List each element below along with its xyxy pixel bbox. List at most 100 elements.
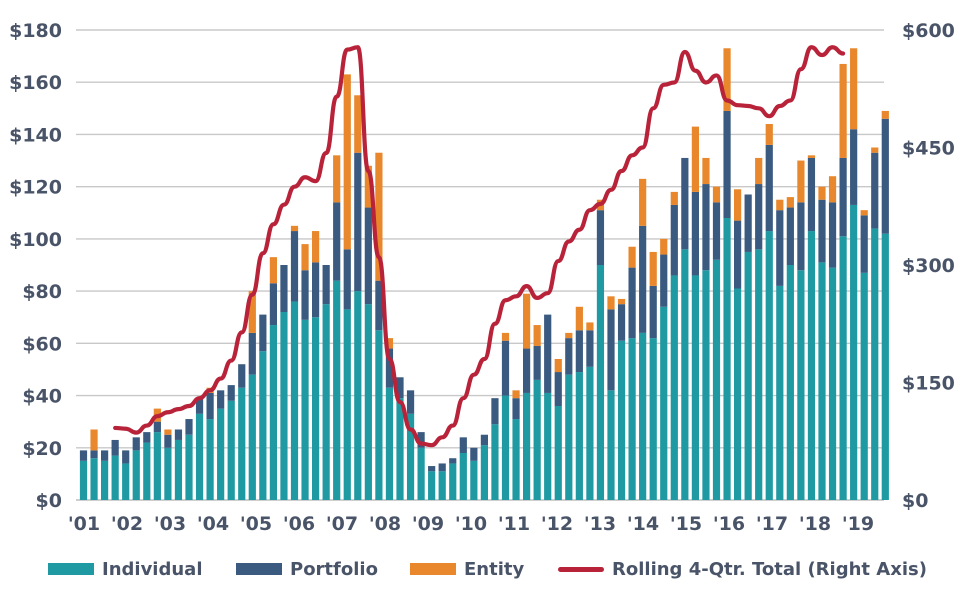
- bar-individual: [195, 413, 204, 500]
- y-left-tick-label: $80: [22, 281, 62, 303]
- bar-portfolio: [322, 265, 330, 305]
- bar-entity: [670, 191, 678, 205]
- bar-individual: [639, 332, 647, 500]
- x-tick-label: '01: [68, 513, 100, 535]
- bar-individual: [301, 319, 309, 500]
- bar-individual: [185, 434, 193, 500]
- bar-portfolio: [850, 129, 858, 205]
- bar-individual: [491, 424, 499, 500]
- bar-entity: [639, 178, 647, 226]
- y-left-tick-label: $140: [9, 124, 62, 146]
- bar-portfolio: [818, 199, 826, 263]
- bar-portfolio: [839, 157, 847, 237]
- bar-portfolio: [90, 450, 98, 459]
- bar-portfolio: [744, 194, 752, 252]
- bar-individual: [776, 285, 784, 500]
- bar-individual: [101, 460, 109, 500]
- bar-portfolio: [828, 202, 837, 268]
- bar-individual: [617, 340, 626, 500]
- bar-individual: [818, 262, 826, 500]
- bar-individual: [712, 259, 721, 500]
- bar-portfolio: [174, 429, 183, 440]
- legend-swatch-entity: [410, 563, 456, 575]
- bar-individual: [670, 275, 678, 500]
- bar-individual: [702, 270, 710, 500]
- bar-individual: [681, 249, 689, 500]
- bar-individual: [111, 455, 119, 500]
- bar-individual: [90, 458, 98, 500]
- bar-entity: [649, 251, 657, 286]
- bar-entity: [164, 429, 172, 435]
- legend-swatch-rolling: [558, 566, 604, 572]
- bar-portfolio: [765, 144, 773, 232]
- bar-portfolio: [101, 450, 109, 461]
- right-axis-ticks: $0 $150 $300 $450 $600: [902, 20, 955, 512]
- bar-individual: [248, 374, 256, 500]
- bar-portfolio: [523, 348, 531, 393]
- legend-label-portfolio: Portfolio: [290, 558, 378, 580]
- bar-portfolio: [786, 207, 794, 265]
- bar-entity: [354, 95, 362, 153]
- y-left-tick-label: $60: [22, 333, 62, 355]
- bar-entity: [512, 390, 520, 399]
- y-right-tick-label: $150: [902, 373, 955, 395]
- legend: Individual Portfolio Entity Rolling 4-Qt…: [0, 553, 967, 585]
- bar-entity: [523, 293, 531, 349]
- bar-individual: [385, 387, 394, 500]
- bar-individual: [554, 406, 562, 500]
- bar-individual: [375, 330, 383, 500]
- bar-entity: [839, 63, 847, 158]
- bar-individual: [290, 301, 299, 500]
- x-tick-label: '09: [412, 513, 444, 535]
- y-left-tick-label: $160: [9, 72, 62, 94]
- x-tick-label: '02: [111, 513, 143, 535]
- legend-item-individual: Individual: [48, 553, 203, 585]
- bar-portfolio: [396, 377, 404, 399]
- bar-portfolio: [755, 184, 763, 250]
- bar-individual: [586, 366, 594, 500]
- bar-portfolio: [480, 434, 488, 446]
- bar-individual: [523, 392, 531, 500]
- bar-entity: [755, 157, 763, 185]
- bar-portfolio: [628, 267, 636, 339]
- bar-portfolio: [122, 450, 130, 464]
- bar-individual: [544, 392, 552, 500]
- bar-portfolio: [269, 283, 277, 326]
- bar-entity: [90, 429, 98, 451]
- bar-entity: [702, 157, 710, 185]
- bar-individual: [174, 439, 183, 500]
- x-tick-label: '10: [455, 513, 487, 535]
- bar-individual: [269, 325, 277, 500]
- y-left-tick-label: $20: [22, 438, 62, 460]
- bar-portfolio: [280, 265, 288, 312]
- bar-individual: [449, 463, 457, 500]
- bar-individual: [723, 218, 731, 500]
- bar-entity: [723, 48, 731, 111]
- bar-entity: [586, 322, 594, 331]
- bar-portfolio: [691, 191, 699, 276]
- x-axis-ticks: '01 '02 '03 '04 '05 '06 '07 '08 '09 '10 '11 '12 '13 '…: [68, 513, 874, 535]
- bar-entity: [797, 160, 805, 203]
- bar-portfolio: [470, 447, 478, 461]
- bar-individual: [396, 398, 404, 500]
- legend-swatch-portfolio: [236, 563, 282, 575]
- bar-individual: [417, 447, 425, 500]
- bar-portfolio: [586, 330, 594, 367]
- bar-individual: [734, 288, 742, 500]
- bar-individual: [217, 408, 225, 500]
- bar-entity: [312, 231, 320, 263]
- bar-portfolio: [195, 398, 204, 414]
- x-tick-label: '17: [756, 513, 788, 535]
- bar-individual: [480, 445, 488, 500]
- bar-individual: [153, 432, 161, 500]
- bar-portfolio: [660, 254, 668, 307]
- bar-portfolio: [575, 330, 583, 373]
- bar-individual: [744, 251, 752, 500]
- bar-individual: [143, 442, 151, 500]
- bar-entity: [248, 291, 256, 333]
- bar-portfolio: [259, 314, 267, 352]
- bar-entity: [333, 155, 341, 203]
- bar-entity: [828, 176, 837, 203]
- bar-individual: [828, 267, 837, 500]
- bar-individual: [312, 317, 320, 500]
